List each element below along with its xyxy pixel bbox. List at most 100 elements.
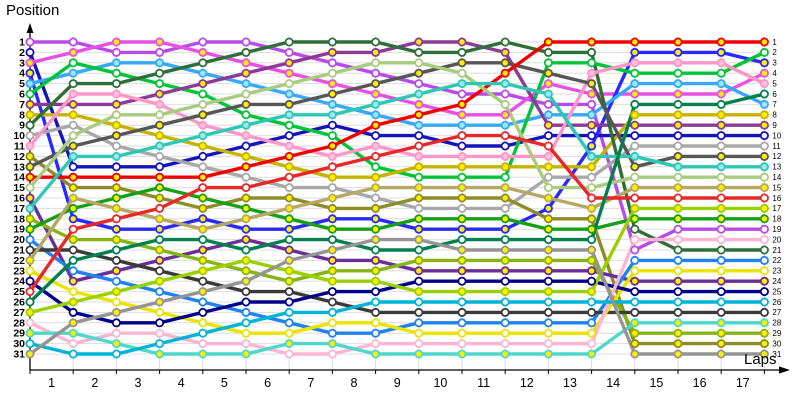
lap-marker xyxy=(198,266,208,276)
lap-marker xyxy=(414,183,424,193)
lap-marker xyxy=(457,266,467,276)
lap-marker xyxy=(68,151,78,161)
lap-marker xyxy=(414,266,424,276)
lap-marker xyxy=(155,328,165,338)
lap-marker xyxy=(759,131,769,141)
lap-marker xyxy=(111,245,121,255)
lap-marker xyxy=(673,349,683,359)
lap-marker xyxy=(198,89,208,99)
lap-marker xyxy=(587,47,597,57)
svg-text:16: 16 xyxy=(13,193,25,205)
lap-marker xyxy=(543,68,553,78)
lap-marker xyxy=(543,99,553,109)
lap-marker xyxy=(284,47,294,57)
lap-marker xyxy=(500,58,510,68)
svg-text:17: 17 xyxy=(772,204,781,213)
lap-marker xyxy=(68,47,78,57)
lap-marker xyxy=(457,349,467,359)
lap-marker xyxy=(414,58,424,68)
lap-marker xyxy=(414,255,424,265)
lap-marker xyxy=(111,37,121,47)
lap-marker xyxy=(327,172,337,182)
lap-marker xyxy=(457,235,467,245)
svg-text:24: 24 xyxy=(13,276,25,288)
lap-marker xyxy=(457,214,467,224)
lap-marker xyxy=(500,68,510,78)
lap-marker xyxy=(500,172,510,182)
lap-marker xyxy=(543,120,553,130)
lap-marker xyxy=(198,276,208,286)
lap-marker xyxy=(155,339,165,349)
lap-marker xyxy=(673,89,683,99)
lap-marker xyxy=(543,339,553,349)
lap-marker xyxy=(111,79,121,89)
lap-marker xyxy=(68,183,78,193)
lap-marker xyxy=(327,120,337,130)
lap-marker xyxy=(587,162,597,172)
lap-marker xyxy=(673,172,683,182)
lap-marker xyxy=(716,245,726,255)
lap-marker xyxy=(500,79,510,89)
lap-marker xyxy=(673,120,683,130)
lap-marker xyxy=(68,266,78,276)
lap-marker xyxy=(500,151,510,161)
lap-marker xyxy=(630,235,640,245)
lap-marker xyxy=(198,224,208,234)
lap-marker xyxy=(371,37,381,47)
lap-marker xyxy=(155,245,165,255)
series-line-p2 xyxy=(28,50,767,169)
lap-marker xyxy=(587,318,597,328)
series-line-p23 xyxy=(28,269,767,335)
lap-marker xyxy=(543,193,553,203)
lap-marker xyxy=(241,120,251,130)
lap-marker xyxy=(371,68,381,78)
series-line-p21 xyxy=(28,248,767,315)
lap-marker xyxy=(371,183,381,193)
lap-marker xyxy=(25,307,35,317)
lap-marker xyxy=(68,349,78,359)
lap-marker xyxy=(68,276,78,286)
lap-marker xyxy=(759,58,769,68)
series-line-p12 xyxy=(28,154,767,346)
lap-marker xyxy=(457,37,467,47)
lap-marker xyxy=(673,68,683,78)
lap-marker xyxy=(716,287,726,297)
lap-marker xyxy=(155,297,165,307)
lap-marker xyxy=(673,37,683,47)
series-line-p13 xyxy=(28,61,767,169)
series-line-p27 xyxy=(28,206,767,315)
lap-marker xyxy=(759,328,769,338)
lap-marker xyxy=(543,58,553,68)
svg-text:11: 11 xyxy=(477,376,490,390)
lap-marker xyxy=(155,37,165,47)
lap-marker xyxy=(198,328,208,338)
lap-marker xyxy=(198,349,208,359)
lap-marker xyxy=(630,172,640,182)
lap-marker xyxy=(500,89,510,99)
svg-text:12: 12 xyxy=(520,376,534,390)
lap-marker xyxy=(673,193,683,203)
lap-marker xyxy=(198,255,208,265)
lap-marker xyxy=(241,131,251,141)
lap-marker xyxy=(155,79,165,89)
lap-marker xyxy=(759,318,769,328)
svg-text:9: 9 xyxy=(19,120,25,132)
lap-marker xyxy=(284,172,294,182)
lap-marker xyxy=(111,183,121,193)
lap-marker xyxy=(25,37,35,47)
lap-marker xyxy=(457,141,467,151)
lap-marker xyxy=(111,328,121,338)
lap-marker xyxy=(25,162,35,172)
lap-marker xyxy=(111,266,121,276)
lap-marker xyxy=(673,99,683,109)
lap-marker xyxy=(68,287,78,297)
lap-marker xyxy=(630,349,640,359)
lap-marker xyxy=(327,349,337,359)
lap-marker xyxy=(673,307,683,317)
svg-text:2: 2 xyxy=(772,48,777,57)
lap-marker xyxy=(759,287,769,297)
lap-marker xyxy=(587,131,597,141)
lap-marker xyxy=(155,89,165,99)
lap-marker xyxy=(111,214,121,224)
lap-marker xyxy=(198,297,208,307)
